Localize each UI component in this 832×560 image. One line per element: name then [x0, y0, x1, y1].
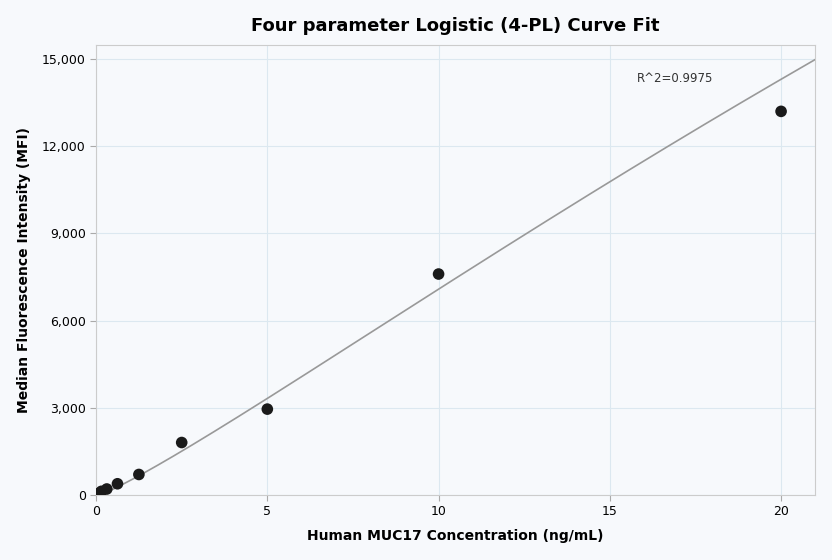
Point — [260, 405, 274, 414]
Point — [92, 489, 106, 498]
Point — [111, 479, 124, 488]
Point — [100, 484, 113, 493]
Point — [132, 470, 146, 479]
Point — [775, 107, 788, 116]
Text: R^2=0.9975: R^2=0.9975 — [637, 72, 714, 85]
Y-axis label: Median Fluorescence Intensity (MFI): Median Fluorescence Intensity (MFI) — [17, 127, 31, 413]
X-axis label: Human MUC17 Concentration (ng/mL): Human MUC17 Concentration (ng/mL) — [308, 529, 604, 543]
Point — [175, 438, 188, 447]
Point — [432, 269, 445, 278]
Title: Four parameter Logistic (4-PL) Curve Fit: Four parameter Logistic (4-PL) Curve Fit — [251, 17, 660, 35]
Point — [95, 487, 108, 496]
